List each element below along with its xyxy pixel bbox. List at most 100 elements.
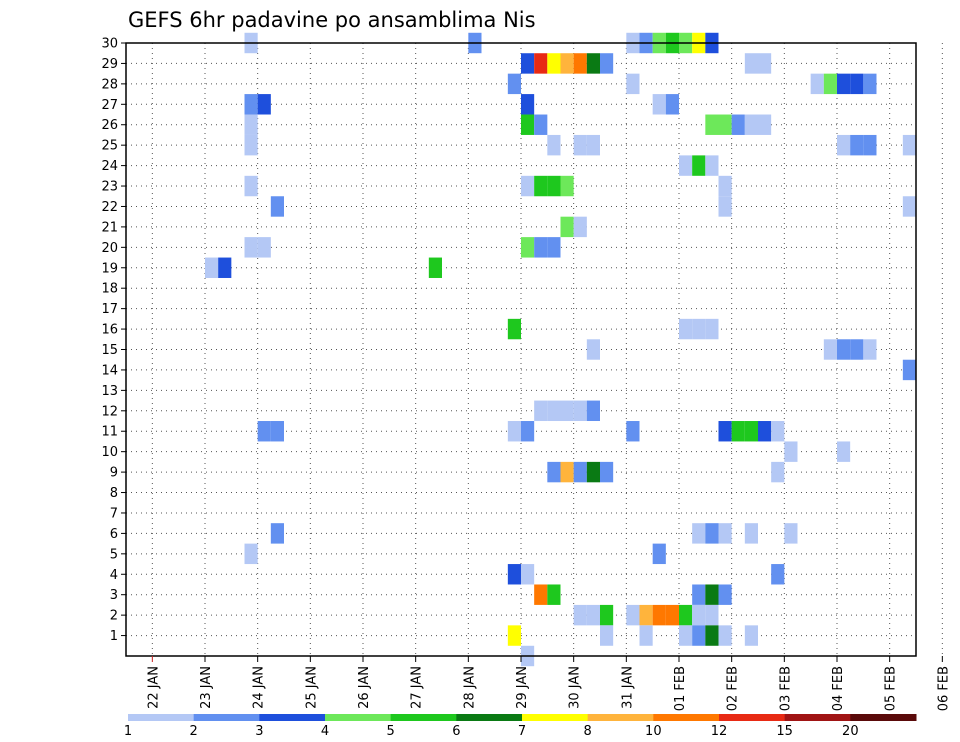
- x-tick-label: 03 FEB: [778, 666, 793, 711]
- colorbar-label: 4: [321, 724, 329, 739]
- y-tick-label: 1: [110, 629, 118, 644]
- heatmap-cell: [784, 441, 798, 462]
- heatmap-cell: [534, 175, 548, 197]
- heatmap-cell: [718, 523, 732, 544]
- heatmap-cell: [731, 114, 745, 135]
- colorbar-segment: [325, 714, 392, 721]
- x-tick-label: 31 JAN: [620, 666, 635, 709]
- colorbar-segment: [259, 714, 326, 721]
- heatmap-cell: [586, 461, 600, 483]
- y-tick-label: 25: [101, 139, 118, 154]
- heatmap-cell: [705, 523, 719, 544]
- heatmap-cell: [507, 318, 521, 340]
- y-tick-label: 5: [110, 547, 118, 562]
- colorbar-label: 15: [776, 724, 793, 739]
- heatmap-cell: [639, 625, 653, 646]
- heatmap-cell: [547, 53, 561, 74]
- heatmap-cell: [652, 543, 666, 565]
- x-tick-label: 23 JAN: [199, 666, 214, 709]
- heatmap-cell: [507, 421, 521, 442]
- heatmap-cell: [507, 625, 521, 646]
- y-tick-label: 3: [110, 588, 118, 603]
- y-tick-label: 7: [110, 506, 118, 521]
- heatmap-cell: [705, 114, 719, 135]
- heatmap-cell: [823, 339, 837, 360]
- heatmap-cell: [626, 421, 640, 442]
- x-tick-label: 02 FEB: [726, 666, 741, 711]
- heatmap-cell: [744, 421, 758, 442]
- heatmap-cell: [823, 73, 837, 95]
- colorbar-segment: [128, 714, 195, 721]
- x-tick-label: 24 JAN: [252, 666, 267, 709]
- heatmap-cell: [547, 461, 561, 483]
- heatmap-cell: [718, 584, 732, 605]
- chart-title: GEFS 6hr padavine po ansamblima Nis: [128, 8, 536, 32]
- heatmap-cell: [718, 421, 732, 442]
- heatmap-cell: [652, 94, 666, 115]
- heatmap-cell: [600, 604, 614, 626]
- heatmap-cell: [679, 318, 693, 340]
- heatmap-cell: [507, 73, 521, 95]
- colorbar-segment: [193, 714, 260, 721]
- heatmap-cell: [902, 196, 916, 217]
- heatmap-cell: [665, 604, 679, 626]
- heatmap-cell: [534, 400, 548, 422]
- y-tick-label: 19: [101, 261, 118, 276]
- heatmap-cell: [507, 564, 521, 585]
- y-tick-label: 29: [101, 57, 118, 72]
- heatmap-cell: [586, 400, 600, 422]
- heatmap-cell: [837, 339, 851, 360]
- colorbar-label: 5: [387, 724, 395, 739]
- heatmap-cell: [547, 237, 561, 258]
- heatmap-cell: [521, 421, 535, 442]
- heatmap-cell: [718, 175, 732, 197]
- y-tick-label: 18: [101, 282, 118, 297]
- heatmap-cell: [692, 604, 706, 626]
- heatmap-cell: [586, 604, 600, 626]
- x-tick-label: 29 JAN: [515, 666, 530, 709]
- heatmap-cell: [573, 461, 587, 483]
- colorbar: 1 2 3 4 5 6 7 8 10 12 15 20: [124, 714, 917, 739]
- x-tick-label: 04 FEB: [831, 666, 846, 711]
- x-tick-label: 25 JAN: [304, 666, 319, 709]
- y-tick-label: 13: [101, 384, 118, 399]
- y-tick-label: 10: [101, 445, 118, 460]
- y-tick-label: 15: [101, 343, 118, 358]
- heatmap-cell: [863, 339, 877, 360]
- heatmap-cell: [850, 134, 864, 156]
- heatmap-cell: [586, 134, 600, 156]
- heatmap-cell: [560, 400, 574, 422]
- heatmap-cell: [718, 625, 732, 646]
- y-axis: 1234567891011121314151617181920212223242…: [101, 37, 126, 644]
- heatmap-cell: [244, 175, 258, 197]
- heatmap-cell: [784, 523, 798, 544]
- colorbar-segment: [390, 714, 457, 721]
- heatmap-cell: [692, 155, 706, 176]
- heatmap-cell: [744, 523, 758, 544]
- colorbar-segment: [587, 714, 654, 721]
- heatmap-cell: [810, 73, 824, 95]
- heatmap-cell: [758, 421, 772, 442]
- heatmap-cell: [547, 584, 561, 605]
- heatmap-cell: [244, 543, 258, 565]
- colorbar-segment: [653, 714, 720, 721]
- x-tick-label: 27 JAN: [410, 666, 425, 709]
- heatmap-cell: [521, 175, 535, 197]
- heatmap-cell: [771, 461, 785, 483]
- heatmap-cell: [573, 134, 587, 156]
- heatmap-cell: [692, 318, 706, 340]
- heatmap-cell: [560, 216, 574, 238]
- heatmap-cell: [731, 421, 745, 442]
- heatmap-cell: [665, 94, 679, 115]
- heatmap-cell: [837, 441, 851, 462]
- colorbar-label: 3: [255, 724, 263, 739]
- heatmap-cell: [521, 114, 535, 135]
- y-tick-label: 16: [101, 323, 118, 338]
- heatmap-cell: [771, 564, 785, 585]
- colorbar-label: 1: [124, 724, 132, 739]
- heatmap-cell: [679, 604, 693, 626]
- x-tick-label: 01 FEB: [673, 666, 688, 711]
- heatmap-cell: [547, 400, 561, 422]
- heatmap-cell: [626, 73, 640, 95]
- heatmap-cell: [270, 523, 284, 544]
